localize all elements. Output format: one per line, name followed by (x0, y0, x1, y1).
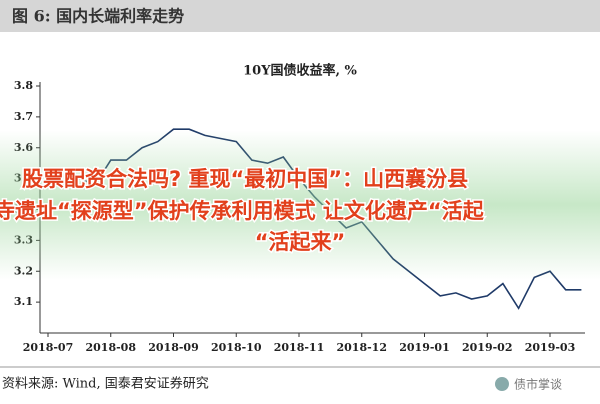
x-tick-label: 2018-09 (148, 341, 199, 354)
y-tick-label: 3.1 (14, 295, 33, 308)
x-tick-label: 2018-07 (23, 341, 74, 354)
overlay-band (0, 130, 600, 280)
x-tick-label: 2018-11 (274, 341, 325, 354)
x-tick-label: 2018-10 (211, 341, 262, 354)
overlay-line: “活起来” (255, 230, 346, 254)
watermark-icon (495, 377, 509, 391)
overlay-line: 寺遗址“探源型”保护传承利用模式 让文化遗产“活起 (0, 199, 485, 223)
y-tick-label: 3.7 (14, 110, 33, 123)
x-tick-label: 2019-03 (525, 341, 576, 354)
x-tick-label: 2019-02 (462, 341, 513, 354)
y-tick-label: 3.8 (14, 79, 33, 92)
x-tick-label: 2019-01 (399, 341, 450, 354)
overlay-line: 股票配资合法吗? 重现“最初中国”：山西襄汾县 (22, 167, 468, 191)
header-band (0, 0, 600, 32)
figure-title: 图 6: 国内长端利率走势 (12, 7, 184, 26)
watermark: 债市掌谈 (514, 377, 562, 392)
chart-title: 10Y国债收益率, % (243, 63, 357, 79)
x-tick-label: 2018-12 (337, 341, 388, 354)
source: 资料来源: Wind, 国泰君安证券研究 (2, 376, 209, 392)
x-tick-label: 2018-08 (86, 341, 137, 354)
